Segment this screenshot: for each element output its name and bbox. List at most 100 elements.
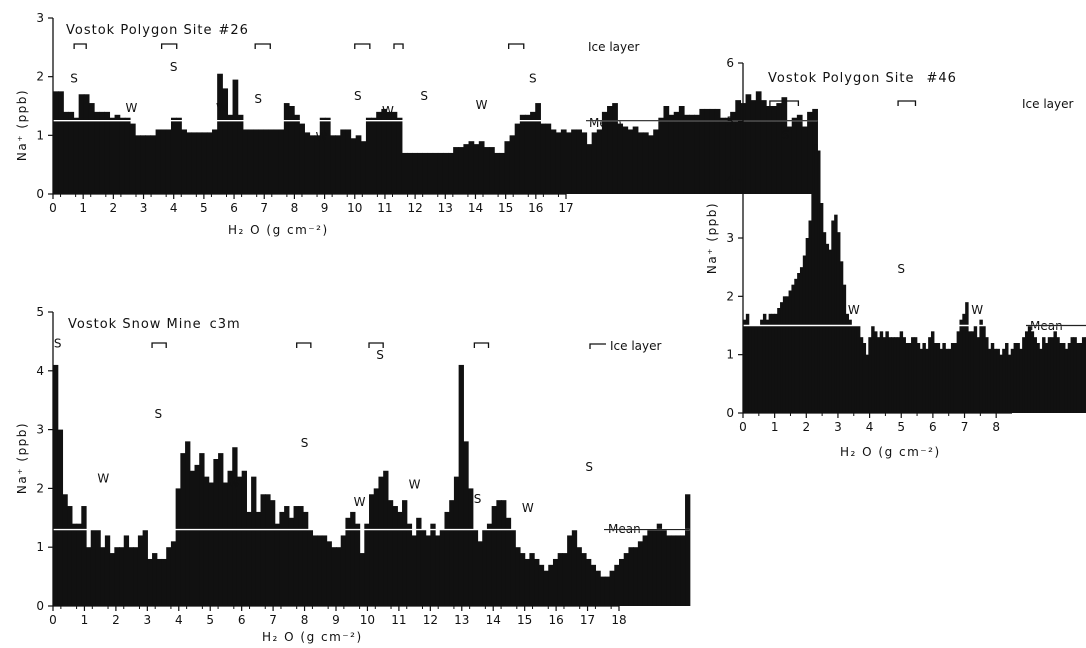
- bar: [416, 517, 422, 606]
- bar: [364, 523, 370, 606]
- bar: [114, 547, 120, 606]
- bar: [822, 232, 827, 413]
- bar: [330, 135, 336, 194]
- bar: [1022, 337, 1026, 413]
- bar: [725, 117, 731, 194]
- bar: [232, 79, 239, 194]
- ice-layer-bracket: [393, 43, 404, 49]
- bar: [247, 129, 254, 194]
- title-site26: Vostok Polygon Site #26: [66, 23, 249, 38]
- bar: [774, 313, 778, 413]
- ice-layer-bracket: [354, 43, 371, 49]
- bar: [175, 488, 181, 606]
- bar: [68, 111, 75, 194]
- bar: [165, 129, 172, 194]
- bar: [788, 290, 793, 413]
- bar: [970, 331, 975, 413]
- ice-layer-bracket: [473, 342, 490, 348]
- x-tick-label: 14: [468, 201, 483, 215]
- bar: [888, 337, 892, 413]
- bar: [905, 343, 909, 413]
- bar: [1053, 331, 1057, 413]
- bar: [58, 91, 64, 194]
- bar: [294, 114, 300, 194]
- bar: [668, 114, 675, 194]
- bar: [181, 129, 187, 194]
- bar: [882, 337, 887, 413]
- bar: [241, 470, 247, 606]
- bar: [1002, 348, 1006, 413]
- bar: [449, 500, 455, 606]
- bar: [376, 111, 382, 194]
- bar: [999, 354, 1003, 413]
- bar: [868, 337, 872, 413]
- bar: [590, 564, 597, 606]
- bar: [831, 220, 835, 413]
- bar: [714, 108, 721, 194]
- bar: [689, 114, 695, 194]
- bar: [673, 111, 680, 194]
- ice-layer-legend-bracket: [589, 343, 606, 349]
- x-tick-label: 18: [611, 613, 626, 627]
- bar: [730, 111, 736, 194]
- bar: [255, 511, 262, 606]
- bar: [601, 111, 608, 194]
- bar: [1081, 337, 1086, 413]
- x-tick-label: 0: [49, 613, 57, 627]
- y-tick-label: 6: [726, 56, 734, 70]
- y-axis-label-site26: Na⁺ (ppb): [15, 89, 29, 161]
- bar: [482, 529, 488, 606]
- bar: [293, 506, 299, 606]
- bar: [1033, 337, 1037, 413]
- x-axis-label-site26: H₂ O (g cm⁻²): [228, 223, 329, 237]
- bar: [381, 108, 388, 194]
- bar: [237, 114, 244, 194]
- bar: [675, 535, 681, 606]
- bar: [145, 135, 152, 194]
- x-tick-label: 4: [866, 420, 874, 434]
- bar: [535, 103, 541, 194]
- y-tick-label: 5: [726, 114, 734, 128]
- x-tick-label: 2: [802, 420, 810, 434]
- x-tick-label: 2: [112, 613, 120, 627]
- bar: [288, 517, 295, 606]
- y-tick-label: 4: [36, 364, 44, 378]
- bar: [893, 337, 898, 413]
- season-label: W: [409, 477, 421, 491]
- bar: [515, 547, 521, 606]
- y-tick-label: 2: [726, 289, 734, 303]
- bar: [196, 132, 203, 194]
- bar: [760, 100, 767, 194]
- x-tick-label: 16: [548, 613, 563, 627]
- bar: [548, 564, 554, 606]
- bar: [699, 108, 706, 194]
- bar: [378, 476, 384, 606]
- season-label: W: [97, 472, 109, 486]
- bar: [314, 135, 321, 194]
- bar: [683, 114, 690, 194]
- bar: [119, 117, 126, 194]
- bar: [766, 106, 772, 194]
- bar: [268, 129, 275, 194]
- x-tick-label: 5: [206, 613, 214, 627]
- bar: [928, 337, 932, 413]
- bar: [412, 152, 418, 194]
- bar: [993, 348, 998, 413]
- bar: [396, 117, 403, 194]
- ice-layer-label-snowmine: Ice layer: [610, 339, 662, 353]
- bar: [791, 117, 798, 194]
- bar: [189, 470, 196, 606]
- bar: [595, 570, 601, 606]
- bar: [990, 343, 995, 413]
- bar: [401, 152, 408, 194]
- bar: [213, 459, 219, 606]
- bar: [186, 132, 193, 194]
- bar: [566, 132, 572, 194]
- bar: [251, 476, 257, 606]
- bar: [781, 97, 788, 194]
- bar: [191, 132, 198, 194]
- season-label: S: [70, 72, 78, 86]
- season-label: W: [382, 104, 394, 118]
- bar: [642, 132, 649, 194]
- bar: [76, 523, 82, 606]
